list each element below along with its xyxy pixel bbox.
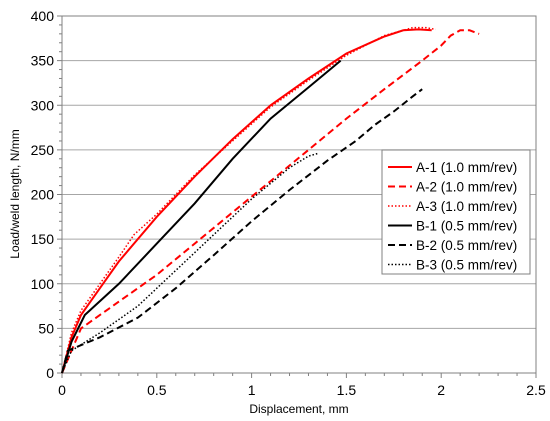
y-axis-label: Load/weld length, N/mm [8, 129, 22, 258]
y-tick-label: 150 [31, 231, 55, 247]
series-line-1 [61, 28, 432, 374]
legend-label: B-3 (0.5 mm/rev) [416, 258, 517, 273]
x-tick-label: 2 [437, 382, 445, 398]
y-tick-label: 350 [31, 53, 55, 69]
legend-label: A-3 (1.0 mm/rev) [416, 199, 517, 214]
y-tick-label: 250 [31, 142, 55, 158]
legend: A-1 (1.0 mm/rev) A-2 (1.0 mm/rev) A-3 (1.0… [381, 149, 531, 275]
legend-label: A-1 (1.0 mm/rev) [416, 160, 517, 175]
x-tick-label: 1 [248, 382, 256, 398]
y-tick-label: 200 [31, 187, 55, 203]
x-tick-label: 0.5 [147, 382, 167, 398]
y-tick-label: 50 [38, 320, 54, 336]
x-tick-label: 2.5 [526, 382, 546, 398]
y-tick-label: 100 [31, 276, 55, 292]
grid-lines [62, 60, 536, 329]
series-line-3 [61, 26, 436, 374]
legend-box [381, 149, 531, 275]
series-group [61, 26, 480, 374]
axis-ticks: 0 50 100 150 200 250 300 350 400 0 0.5 1 1.5 2 2.5 [31, 8, 546, 398]
x-tick-label: 1.5 [337, 382, 357, 398]
series-line-4 [61, 59, 342, 374]
x-tick-label: 0 [58, 382, 66, 398]
legend-label: A-2 (1.0 mm/rev) [416, 180, 517, 195]
x-axis-label: Displacement, mm [249, 402, 348, 416]
y-tick-label: 0 [46, 365, 54, 381]
legend-label: B-2 (0.5 mm/rev) [416, 238, 517, 253]
series-line-6 [61, 152, 319, 374]
legend-label: B-1 (0.5 mm/rev) [416, 219, 517, 234]
y-tick-label: 300 [31, 97, 55, 113]
y-tick-label: 400 [31, 8, 55, 24]
